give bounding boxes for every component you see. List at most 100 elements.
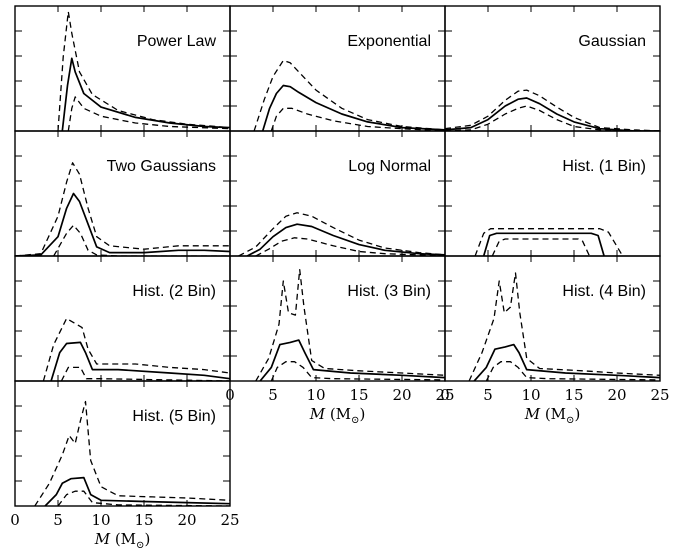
x-axis-label-close: ) — [574, 405, 580, 423]
curves — [253, 59, 445, 131]
curves — [57, 11, 230, 131]
panel-title: Exponential — [347, 33, 431, 50]
x-tick-label: 0 — [10, 511, 20, 529]
curves — [42, 317, 230, 381]
curves — [15, 162, 230, 256]
lower-bound-line — [270, 107, 445, 131]
curves — [445, 89, 660, 131]
lower-bound-line — [67, 96, 230, 131]
median-line — [482, 232, 605, 256]
panel-2: Exponential — [229, 5, 446, 132]
curves — [255, 268, 445, 381]
lower-bound-line — [57, 490, 230, 506]
x-axis-label: M (M⊙) — [94, 530, 151, 548]
upper-bound-line — [474, 228, 622, 256]
x-tick-label: 10 — [91, 511, 110, 529]
curves — [474, 228, 622, 256]
x-tick-label: 5 — [483, 386, 493, 404]
panels-group: Power Law Exponential Gaussian Two Gaussian… — [10, 5, 670, 548]
median-line — [50, 341, 230, 381]
panel-frame — [14, 130, 231, 257]
x-axis-label-unit: (M — [115, 530, 136, 548]
lower-bound-line — [491, 238, 591, 256]
panel-frame — [444, 255, 661, 382]
x-axis-label: M (M⊙) — [309, 405, 366, 426]
median-line — [61, 57, 230, 131]
panel-10: Hist. (5 Bin) — [14, 380, 231, 507]
x-axis-label-subscript: ⊙ — [351, 415, 359, 426]
x-axis-label: M (M⊙) — [524, 405, 581, 426]
median-line — [15, 192, 230, 256]
x-tick-label: 25 — [220, 511, 239, 529]
x-tick-label: 0 — [225, 386, 235, 404]
upper-bound-line — [57, 11, 230, 131]
panel-title: Power Law — [137, 33, 217, 50]
x-axis-label-close: ) — [144, 530, 150, 548]
panel-1: Power Law — [14, 5, 231, 132]
curves — [34, 400, 230, 506]
x-axis-label-unit: (M — [330, 405, 351, 423]
x-axis-label-symbol: M — [309, 405, 330, 423]
panel-title: Two Gaussians — [107, 158, 216, 175]
x-axis-label-close: ) — [359, 405, 365, 423]
upper-bound-line — [34, 400, 230, 506]
median-line — [473, 343, 660, 381]
upper-bound-line — [253, 59, 445, 131]
x-tick-label: 10 — [306, 386, 325, 404]
panel-9: Hist. (4 Bin) — [444, 255, 661, 382]
median-line — [445, 97, 660, 131]
x-tick-label: 20 — [177, 511, 196, 529]
panel-3: Gaussian — [444, 5, 661, 132]
x-tick-label: 25 — [650, 386, 669, 404]
panel-frame — [444, 130, 661, 257]
panel-title: Hist. (2 Bin) — [132, 283, 216, 300]
median-line — [261, 84, 445, 131]
x-axis-label-subscript: ⊙ — [566, 415, 574, 426]
lower-bound-line — [60, 366, 230, 381]
median-line — [259, 339, 445, 381]
upper-bound-line — [468, 272, 660, 381]
x-tick-label: 20 — [607, 386, 626, 404]
panel-title: Hist. (1 Bin) — [562, 158, 646, 175]
x-axis-label-symbol: M — [524, 405, 545, 423]
lower-bound-line — [445, 105, 660, 131]
x-tick-label: 0 — [440, 386, 450, 404]
panel-frame — [14, 255, 231, 382]
panel-title: Hist. (3 Bin) — [347, 283, 431, 300]
x-tick-label: 25 — [435, 386, 454, 404]
panel-4: Two Gaussians — [14, 130, 231, 257]
panel-7: Hist. (2 Bin) — [14, 255, 231, 382]
x-tick-label: 10 — [521, 386, 540, 404]
upper-bound-line — [238, 212, 445, 256]
panel-title: Hist. (4 Bin) — [562, 283, 646, 300]
panel-5: Log Normal — [229, 130, 446, 257]
x-tick-label: 5 — [53, 511, 63, 529]
x-tick-label: 15 — [134, 511, 153, 529]
x-tick-label: 15 — [349, 386, 368, 404]
lower-bound-line — [270, 361, 445, 381]
panel-title: Gaussian — [578, 33, 646, 50]
upper-bound-line — [255, 268, 445, 381]
curves — [468, 272, 660, 381]
x-tick-label: 20 — [392, 386, 411, 404]
x-tick-label: 5 — [268, 386, 278, 404]
panel-6: Hist. (1 Bin) — [444, 130, 661, 257]
lower-bound-line — [53, 224, 230, 256]
median-line — [246, 223, 445, 256]
upper-bound-line — [445, 89, 660, 131]
lower-bound-line — [485, 361, 660, 381]
x-axis-label-symbol: M — [94, 530, 115, 548]
panel-title: Hist. (5 Bin) — [132, 408, 216, 425]
median-line — [44, 476, 230, 506]
x-axis-label-subscript: ⊙ — [136, 540, 144, 548]
lower-bound-line — [255, 237, 445, 256]
x-axis-label-unit: (M — [545, 405, 566, 423]
curves — [238, 212, 445, 256]
upper-bound-line — [15, 162, 230, 256]
panel-title: Log Normal — [348, 158, 431, 175]
x-tick-label: 15 — [564, 386, 583, 404]
panel-8: Hist. (3 Bin) — [229, 255, 446, 382]
panel-frame — [14, 380, 231, 507]
upper-bound-line — [42, 317, 230, 381]
